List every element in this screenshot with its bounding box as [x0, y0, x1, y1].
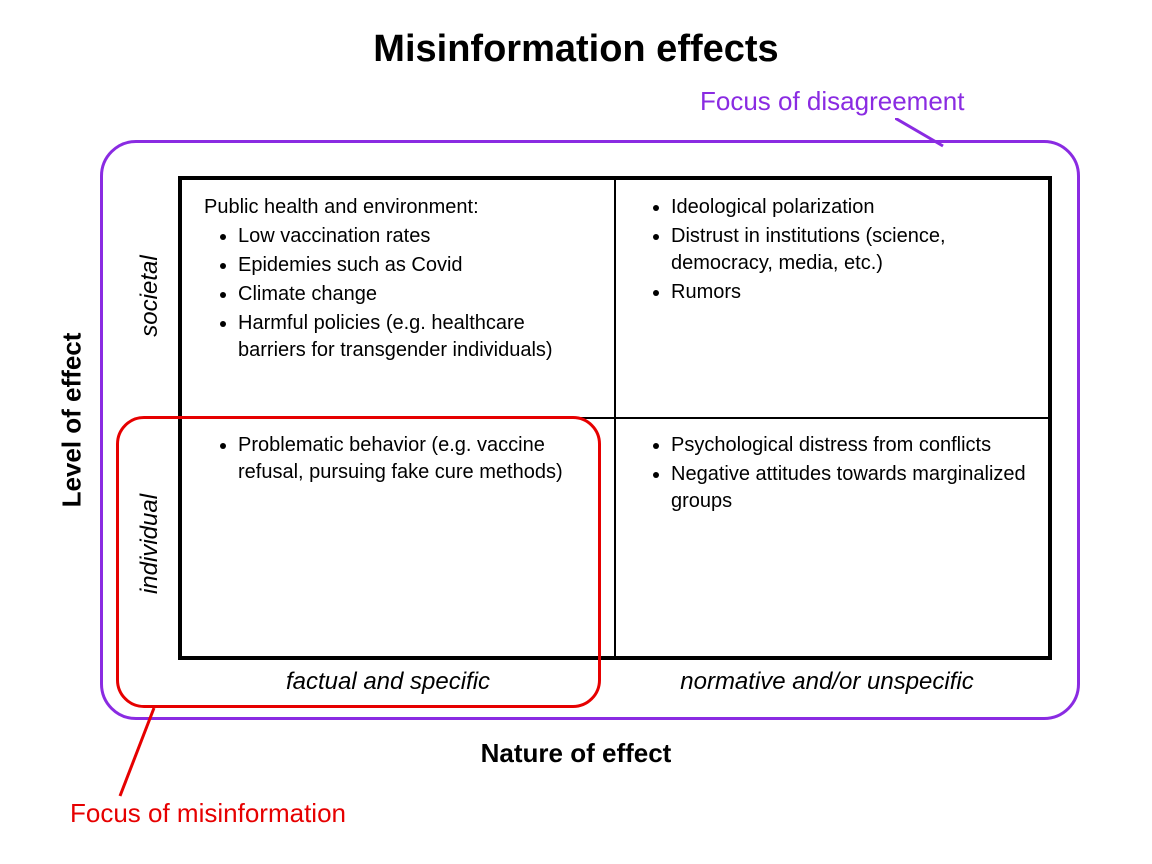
callout-disagreement: Focus of disagreement — [700, 86, 964, 117]
y-axis-label: Level of effect — [57, 333, 88, 508]
list-item: Psychological distress from conflicts — [671, 432, 1028, 459]
cell-list: Low vaccination rates Epidemies such as … — [204, 223, 595, 364]
list-item: Epidemies such as Covid — [238, 252, 595, 279]
cell-heading: Public health and environment: — [204, 194, 595, 221]
col-label-normative: normative and/or unspecific — [602, 668, 1052, 696]
list-item: Climate change — [238, 281, 595, 308]
list-item: Distrust in institutions (science, democ… — [671, 223, 1028, 277]
cell-list: Psychological distress from conflicts Ne… — [637, 432, 1028, 515]
leader-line-misinformation — [116, 708, 206, 798]
list-item: Ideological polarization — [671, 194, 1028, 221]
list-item: Harmful policies (e.g. healthcare barrie… — [238, 310, 595, 364]
cell-societal-normative: Ideological polarization Distrust in ins… — [615, 180, 1048, 418]
cell-individual-normative: Psychological distress from conflicts Ne… — [615, 418, 1048, 656]
cell-list: Ideological polarization Distrust in ins… — [637, 194, 1028, 306]
callout-misinformation: Focus of misinformation — [70, 798, 346, 829]
diagram-title: Misinformation effects — [0, 28, 1152, 71]
list-item: Negative attitudes towards marginalized … — [671, 461, 1028, 515]
row-label-societal: societal — [136, 255, 164, 336]
list-item: Rumors — [671, 279, 1028, 306]
focus-misinformation-box — [116, 416, 601, 708]
cell-societal-factual: Public health and environment: Low vacci… — [182, 180, 615, 418]
list-item: Low vaccination rates — [238, 223, 595, 250]
